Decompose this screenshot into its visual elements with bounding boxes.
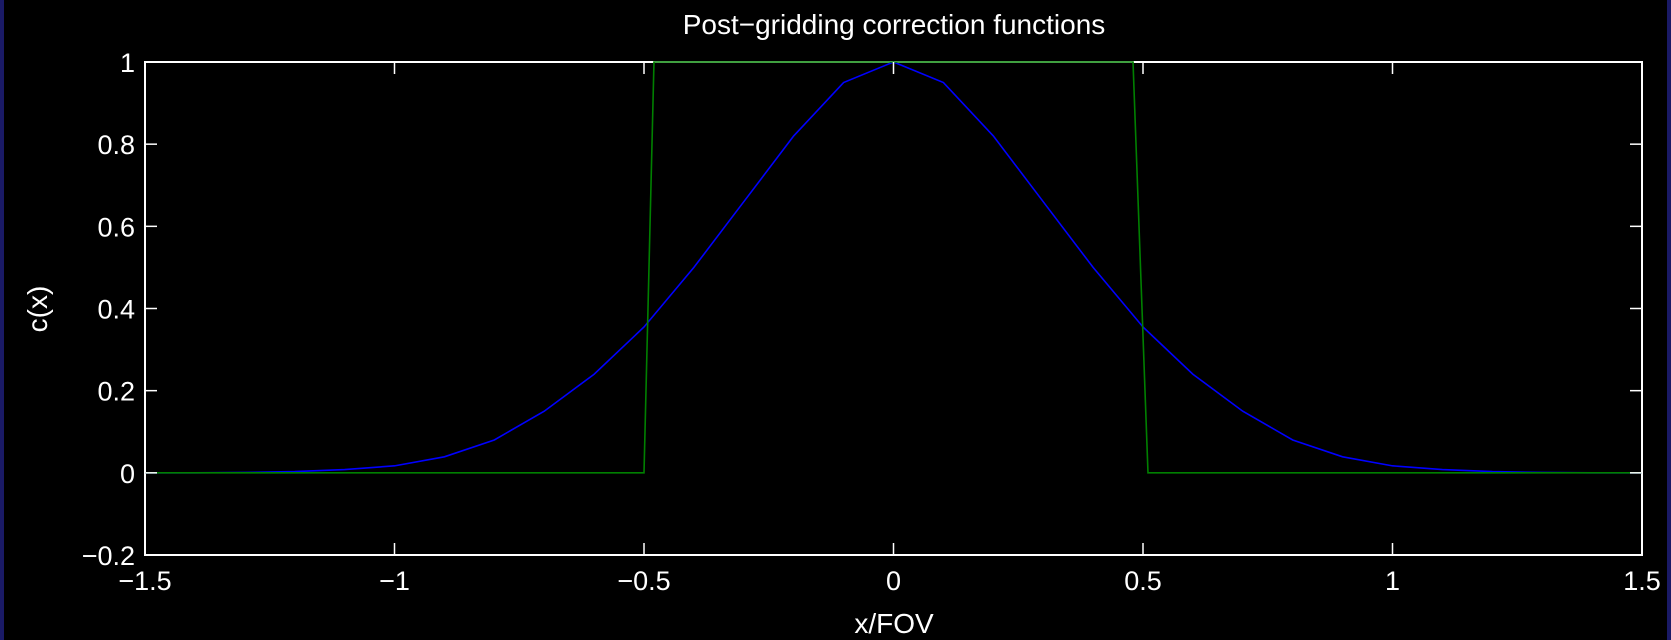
- x-tick-label-6: 1.5: [1623, 566, 1661, 596]
- y-tick-label-2: 0.2: [97, 377, 135, 407]
- y-tick-label-6: 1: [120, 48, 135, 78]
- chart: −1.5 −1 −0.5 0 0.5 1 1.5 −0.2 0 0.2 0.4 0.6 0.8 1 Pos…: [22, 9, 1661, 639]
- x-tick-label-5: 1: [1385, 566, 1400, 596]
- y-tick-label-4: 0.6: [97, 212, 135, 242]
- y-tick-label-3: 0.4: [97, 295, 135, 325]
- x-tick-label-4: 0.5: [1124, 566, 1162, 596]
- ticks-layer: −1.5 −1 −0.5 0 0.5 1 1.5 −0.2 0 0.2 0.4 0.6 0.8 1: [82, 48, 1661, 596]
- y-tick-label-0: −0.2: [82, 541, 135, 571]
- plot-layer: [145, 61, 1642, 474]
- x-tick-label-0: −1.5: [118, 566, 171, 596]
- y-axis-label: c(x): [22, 286, 53, 333]
- series-line-2: [145, 61, 1642, 474]
- series-line-1: [145, 61, 1642, 474]
- x-tick-label-2: −0.5: [617, 566, 670, 596]
- x-tick-label-3: 0: [886, 566, 901, 596]
- x-axis-label: x/FOV: [854, 608, 934, 639]
- axes-box: [144, 61, 1643, 556]
- x-tick-label-1: −1: [379, 566, 410, 596]
- y-tick-label-5: 0.8: [97, 130, 135, 160]
- chart-title: Post−gridding correction functions: [683, 9, 1106, 40]
- y-tick-label-1: 0: [120, 459, 135, 489]
